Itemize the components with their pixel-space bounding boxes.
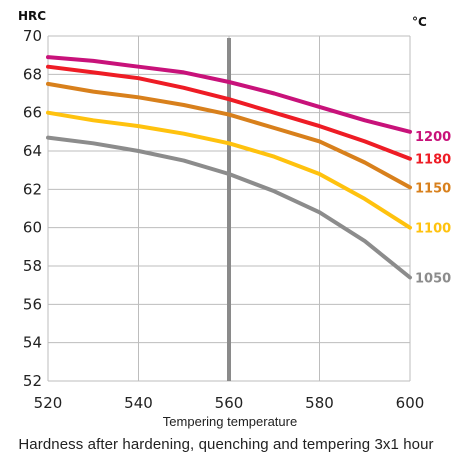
y-tick-label: 68 [23,65,42,83]
y-tick-label: 64 [23,142,42,160]
x-tick-label: 540 [124,394,153,412]
series-line-1150 [46,81,412,190]
y-unit-label: HRC [18,9,46,23]
series-label-1050: 1050 [415,272,451,287]
x-tick-label: 520 [34,394,63,412]
x-axis-title: Tempering temperature [163,414,297,429]
y-tick-label: 54 [23,334,42,352]
series-label-1100: 1100 [415,222,451,237]
x-tick-label: 580 [305,394,334,412]
series-labels: 1200 1180 1150 1100 1050 [415,130,451,287]
series-line-1200 [46,55,412,134]
x-tick-labels: 520 540 560 580 600 [34,394,425,412]
x-tick-label: 560 [215,394,244,412]
series-line-1180 [46,64,412,161]
hardness-chart: 52 54 56 58 60 62 64 66 68 70 520 540 560 580 600 120… [18,9,451,429]
series-lines [46,55,412,280]
y-tick-label: 70 [23,27,42,45]
series-line-1100 [46,110,412,230]
temperature-unit-label: °C [412,15,427,29]
y-tick-label: 66 [23,104,42,122]
x-tick-label: 600 [396,394,425,412]
y-tick-labels: 52 54 56 58 60 62 64 66 68 70 [23,27,42,390]
series-line-1050 [46,135,412,280]
y-tick-label: 52 [23,372,42,390]
y-tick-label: 58 [23,257,42,275]
y-tick-label: 62 [23,180,42,198]
series-label-1150: 1150 [415,181,451,196]
series-label-1180: 1180 [415,153,451,168]
y-tick-label: 56 [23,295,42,313]
series-label-1200: 1200 [415,130,451,145]
chart-caption: Hardness after hardening, quenching and … [18,436,434,453]
y-tick-label: 60 [23,219,42,237]
